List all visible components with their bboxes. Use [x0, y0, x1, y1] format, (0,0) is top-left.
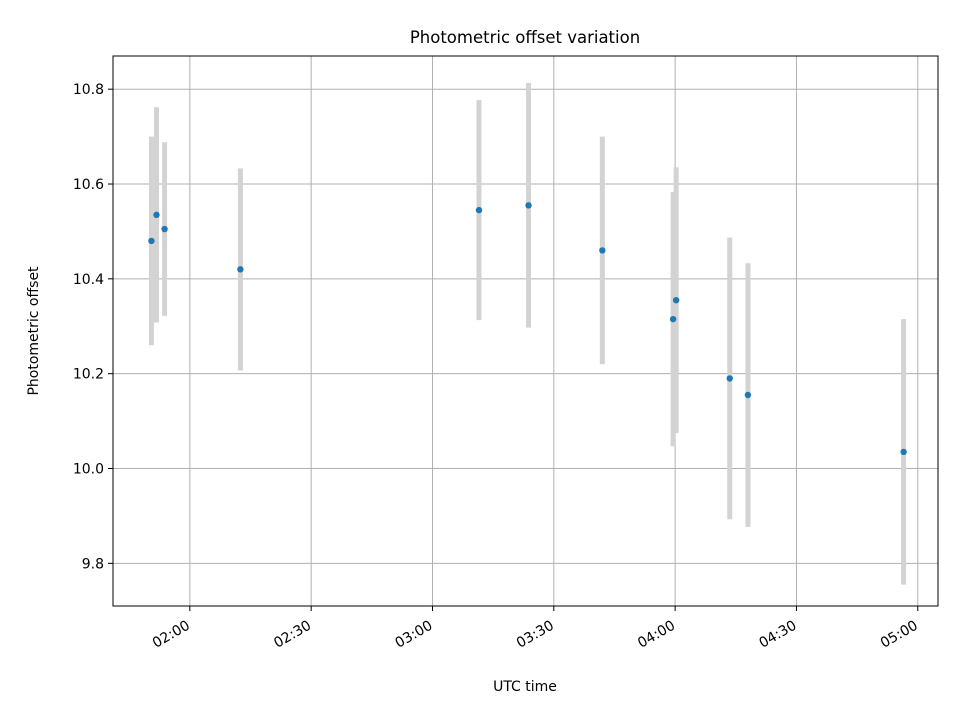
x-axis-ticks: 02:00 02:30 03:00 03:30 04:00 04:30 05:00	[150, 606, 921, 652]
chart-title: Photometric offset variation	[410, 28, 640, 47]
y-axis-label: Photometric offset	[26, 266, 42, 396]
grid	[113, 56, 938, 606]
y-tick-label: 10.6	[73, 177, 104, 193]
x-tick-label: 03:30	[514, 618, 557, 652]
data-point	[669, 315, 677, 323]
data-point	[900, 448, 907, 456]
x-tick-label: 04:30	[757, 618, 800, 652]
x-tick-label: 02:30	[271, 618, 314, 652]
errorbars	[148, 83, 907, 585]
data-point	[726, 375, 733, 382]
data-point	[744, 391, 752, 399]
data-point	[153, 211, 160, 219]
data-point	[161, 225, 168, 233]
data-point	[237, 266, 244, 273]
data-point	[672, 296, 680, 304]
y-axis-ticks: 9.8 10.0 10.2 10.4 10.6 10.8	[73, 82, 113, 572]
y-tick-label: 10.2	[73, 367, 104, 383]
data-point	[148, 237, 155, 245]
y-tick-label: 10.8	[73, 82, 104, 98]
x-tick-label: 02:00	[150, 618, 193, 652]
data-point	[475, 206, 483, 214]
y-tick-label: 10.4	[73, 272, 104, 288]
x-tick-label: 03:00	[393, 618, 436, 652]
x-tick-label: 05:00	[878, 618, 921, 652]
x-axis-label: UTC time	[493, 679, 557, 695]
x-tick-label: 04:00	[635, 618, 678, 652]
data-points	[148, 202, 907, 456]
data-point	[525, 202, 532, 209]
data-point	[599, 247, 606, 254]
plot-area-frame	[112, 55, 939, 607]
y-tick-label: 10.0	[73, 462, 104, 478]
y-tick-label: 9.8	[82, 556, 104, 572]
